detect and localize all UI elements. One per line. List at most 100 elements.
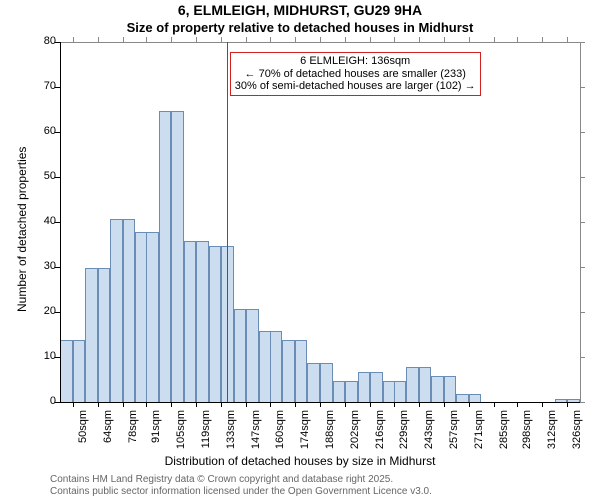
histogram-bar <box>73 340 86 403</box>
x-tick-mark <box>469 402 470 407</box>
histogram-bar <box>419 367 432 403</box>
histogram-bar <box>370 372 383 404</box>
x-tick-mark <box>295 402 296 407</box>
x-tick-mark-top <box>345 37 346 42</box>
histogram-bar <box>60 340 73 403</box>
footer-line-1: Contains HM Land Registry data © Crown c… <box>50 474 432 486</box>
x-tick-mark-top <box>517 37 518 42</box>
histogram-bar <box>110 219 123 404</box>
x-tick-mark <box>98 402 99 407</box>
histogram-bar <box>431 376 444 403</box>
x-tick-mark <box>419 402 420 407</box>
x-tick-label: 119sqm <box>200 410 212 460</box>
histogram-bar <box>295 340 308 403</box>
x-tick-mark <box>494 402 495 407</box>
x-tick-mark <box>270 402 271 407</box>
x-tick-label: 50sqm <box>77 410 89 460</box>
histogram-bar <box>270 331 283 403</box>
x-tick-mark <box>196 402 197 407</box>
x-tick-mark-top <box>98 37 99 42</box>
histogram-bar <box>307 363 320 404</box>
annotation-line-1: 6 ELMLEIGH: 136sqm <box>235 55 476 68</box>
x-tick-mark <box>542 402 543 407</box>
x-tick-label: 229sqm <box>398 410 410 460</box>
y-tick-label: 20 <box>28 305 56 317</box>
reference-line <box>227 42 229 402</box>
x-tick-mark-top <box>270 37 271 42</box>
histogram-bar <box>146 232 159 403</box>
histogram-bar <box>345 381 358 404</box>
histogram-bar <box>85 268 98 403</box>
x-tick-label: 78sqm <box>127 410 139 460</box>
y-tick-mark-right <box>580 222 585 223</box>
y-tick-mark-right <box>580 177 585 178</box>
y-tick-mark-right <box>580 357 585 358</box>
histogram-bar <box>234 309 247 404</box>
x-tick-label: 202sqm <box>349 410 361 460</box>
x-tick-mark <box>517 402 518 407</box>
y-tick-label: 60 <box>28 125 56 137</box>
x-tick-label: 216sqm <box>374 410 386 460</box>
y-tick-mark <box>55 267 60 268</box>
y-axis-label: Number of detached properties <box>15 147 29 312</box>
x-tick-label: 312sqm <box>546 410 558 460</box>
x-tick-mark <box>394 402 395 407</box>
x-tick-label: 91sqm <box>150 410 162 460</box>
histogram-bar <box>184 241 197 403</box>
x-tick-mark-top <box>419 37 420 42</box>
y-tick-mark <box>55 132 60 133</box>
y-tick-label: 50 <box>28 170 56 182</box>
x-tick-mark-top <box>567 37 568 42</box>
histogram-bar <box>209 246 222 404</box>
y-tick-label: 80 <box>28 35 56 47</box>
x-tick-mark-top <box>146 37 147 42</box>
y-tick-mark-right <box>580 312 585 313</box>
histogram-bar <box>406 367 419 403</box>
footer-line-2: Contains public sector information licen… <box>50 486 432 498</box>
x-tick-label: 174sqm <box>299 410 311 460</box>
x-tick-mark <box>370 402 371 407</box>
x-tick-mark <box>123 402 124 407</box>
x-tick-label: 257sqm <box>448 410 460 460</box>
histogram-bar <box>123 219 136 404</box>
y-tick-mark <box>55 177 60 178</box>
x-tick-mark <box>246 402 247 407</box>
x-tick-mark-top <box>295 37 296 42</box>
x-tick-label: 188sqm <box>324 410 336 460</box>
y-tick-mark <box>55 357 60 358</box>
y-tick-mark <box>55 402 60 403</box>
title-line-1: 6, ELMLEIGH, MIDHURST, GU29 9HA <box>0 2 600 18</box>
x-tick-mark <box>345 402 346 407</box>
x-tick-label: 285sqm <box>498 410 510 460</box>
annotation-line-2: ← 70% of detached houses are smaller (23… <box>235 68 476 81</box>
x-tick-mark-top <box>469 37 470 42</box>
annotation-line-3: 30% of semi-detached houses are larger (… <box>235 80 476 93</box>
y-tick-mark-right <box>580 87 585 88</box>
histogram-bar <box>358 372 371 404</box>
x-tick-mark <box>320 402 321 407</box>
y-tick-label: 0 <box>28 395 56 407</box>
histogram-bar <box>444 376 457 403</box>
x-tick-mark <box>567 402 568 407</box>
y-tick-label: 10 <box>28 350 56 362</box>
chart-plot-area <box>60 42 581 403</box>
x-tick-label: 147sqm <box>250 410 262 460</box>
x-tick-mark-top <box>542 37 543 42</box>
histogram-bar <box>159 111 172 404</box>
x-tick-label: 243sqm <box>423 410 435 460</box>
x-tick-label: 105sqm <box>175 410 187 460</box>
y-tick-mark-right <box>580 402 585 403</box>
histogram-bar <box>320 363 333 404</box>
histogram-bar <box>282 340 295 403</box>
y-tick-label: 70 <box>28 80 56 92</box>
y-tick-label: 40 <box>28 215 56 227</box>
x-tick-label: 298sqm <box>521 410 533 460</box>
x-tick-mark-top <box>196 37 197 42</box>
x-tick-mark-top <box>394 37 395 42</box>
x-tick-mark <box>221 402 222 407</box>
x-tick-mark <box>73 402 74 407</box>
histogram-bar <box>333 381 346 404</box>
histogram-bar <box>98 268 111 403</box>
histogram-bar <box>394 381 407 404</box>
x-tick-label: 133sqm <box>225 410 237 460</box>
